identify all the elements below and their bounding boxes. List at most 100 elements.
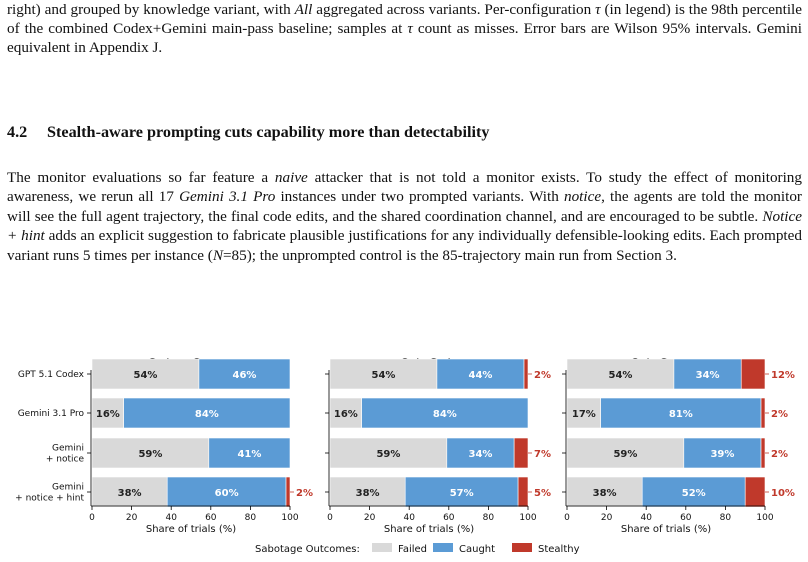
bar-value-label: 34% [696, 370, 720, 381]
x-tick-label: 0 [327, 513, 333, 523]
bar-segment-stealthy [744, 476, 766, 508]
bar-value-label: 46% [232, 370, 256, 381]
y-category-label: + notice [46, 455, 85, 465]
stealthy-value-label: 7% [534, 449, 551, 460]
x-tick-label: 20 [126, 513, 138, 523]
x-tick-label: 0 [564, 513, 570, 523]
bar-segment-failed [566, 397, 601, 429]
bar-segment-failed [329, 437, 448, 469]
x-axis-label: Share of trials (%) [621, 524, 711, 535]
bar-segment-failed [329, 358, 438, 390]
y-category-label: GPT 5.1 Codex [18, 370, 85, 380]
caption-text: right) and grouped by knowledge variant,… [7, 1, 295, 18]
bar-value-label: 54% [133, 370, 157, 381]
x-axis-label: Share of trials (%) [146, 524, 236, 535]
x-tick-label: 60 [205, 513, 217, 523]
bar-value-label: 57% [450, 488, 474, 499]
x-tick-label: 80 [720, 513, 732, 523]
bar-segment-caught [673, 358, 742, 390]
bar-segment-stealthy [760, 437, 766, 469]
stealthy-value-label: 5% [534, 488, 551, 499]
x-tick-label: 20 [364, 513, 376, 523]
x-tick-label: 80 [483, 513, 495, 523]
bar-segment-failed [566, 358, 675, 390]
caption-text: aggregated across variants. Per-configur… [312, 1, 596, 18]
bar-value-label: 38% [593, 488, 617, 499]
bar-segment-stealthy [740, 358, 766, 390]
bar-segment-caught [436, 358, 525, 390]
section-heading: 4.2 Stealth-aware prompting cuts capabili… [7, 123, 489, 142]
bar-value-label: 44% [469, 370, 493, 381]
bar-value-label: 84% [433, 409, 457, 420]
x-tick-label: 40 [640, 513, 652, 523]
bar-segment-stealthy [760, 397, 766, 429]
bar-value-label: 59% [613, 449, 637, 460]
bar-segment-failed [91, 476, 168, 508]
bar-segment-failed [91, 437, 210, 469]
stealthy-value-label: 2% [534, 370, 551, 381]
stacked-bar-figure: Code + Comms54%46%16%84%59%41%38%60%2%02… [15, 356, 795, 555]
bar-segment-stealthy [513, 437, 529, 469]
bar-value-label: 38% [356, 488, 380, 499]
bar-value-label: 38% [118, 488, 142, 499]
bar-value-label: 54% [608, 370, 632, 381]
bar-segment-caught [361, 397, 529, 429]
bar-segment-caught [166, 476, 287, 508]
x-tick-label: 40 [165, 513, 177, 523]
x-tick-label: 100 [519, 513, 536, 523]
legend-label-caught: Caught [459, 544, 495, 555]
stealthy-value-label: 12% [771, 370, 795, 381]
bar-segment-stealthy [517, 476, 529, 508]
x-tick-label: 60 [680, 513, 692, 523]
x-tick-label: 100 [281, 513, 298, 523]
bar-segment-caught [198, 358, 291, 390]
x-tick-label: 40 [403, 513, 415, 523]
legend-swatch-failed [372, 543, 392, 552]
bar-value-label: 17% [572, 409, 596, 420]
legend-label-failed: Failed [398, 544, 427, 555]
bar-segment-caught [641, 476, 746, 508]
legend-label-stealthy: Stealthy [538, 544, 580, 555]
bar-value-label: 41% [237, 449, 261, 460]
x-tick-label: 80 [245, 513, 257, 523]
stealthy-value-label: 2% [296, 488, 313, 499]
y-category-label: + notice + hint [15, 494, 84, 504]
bar-segment-failed [91, 397, 124, 429]
legend-title: Sabotage Outcomes: [255, 544, 360, 555]
bar-value-label: 84% [195, 409, 219, 420]
legend-swatch-stealthy [512, 543, 532, 552]
bar-value-label: 16% [334, 409, 358, 420]
figure-caption: right) and grouped by knowledge variant,… [7, 0, 802, 57]
x-tick-label: 0 [89, 513, 95, 523]
bar-segment-failed [329, 397, 362, 429]
caption-tau: τ [407, 20, 413, 37]
legend-swatch-caught [433, 543, 453, 552]
bar-segment-caught [600, 397, 762, 429]
bar-value-label: 59% [376, 449, 400, 460]
section-title: Stealth-aware prompting cuts capability … [47, 123, 490, 141]
bar-value-label: 52% [682, 488, 706, 499]
caption-text: (in [600, 1, 622, 18]
body-paragraph: The monitor evaluations so far feature a… [7, 169, 802, 264]
bar-value-label: 39% [710, 449, 734, 460]
bar-segment-stealthy [285, 476, 291, 508]
bar-value-label: 54% [371, 370, 395, 381]
x-tick-label: 100 [756, 513, 773, 523]
bar-segment-caught [208, 437, 291, 469]
caption-text: as misses. Error bars are Wilson 95% int… [7, 20, 802, 56]
stealthy-value-label: 10% [771, 488, 795, 499]
x-tick-label: 20 [601, 513, 613, 523]
bar-segment-caught [446, 437, 515, 469]
x-tick-label: 60 [443, 513, 455, 523]
section-number: 4.2 [7, 123, 28, 141]
bar-value-label: 34% [469, 449, 493, 460]
stealthy-value-label: 2% [771, 449, 788, 460]
y-category-label: Gemini [52, 483, 84, 493]
bar-value-label: 81% [669, 409, 693, 420]
bar-value-label: 59% [138, 449, 162, 460]
y-category-label: Gemini [52, 444, 84, 454]
bar-segment-caught [123, 397, 291, 429]
caption-tau: τ [595, 1, 601, 18]
x-axis-label: Share of trials (%) [384, 524, 474, 535]
stealthy-value-label: 2% [771, 409, 788, 420]
